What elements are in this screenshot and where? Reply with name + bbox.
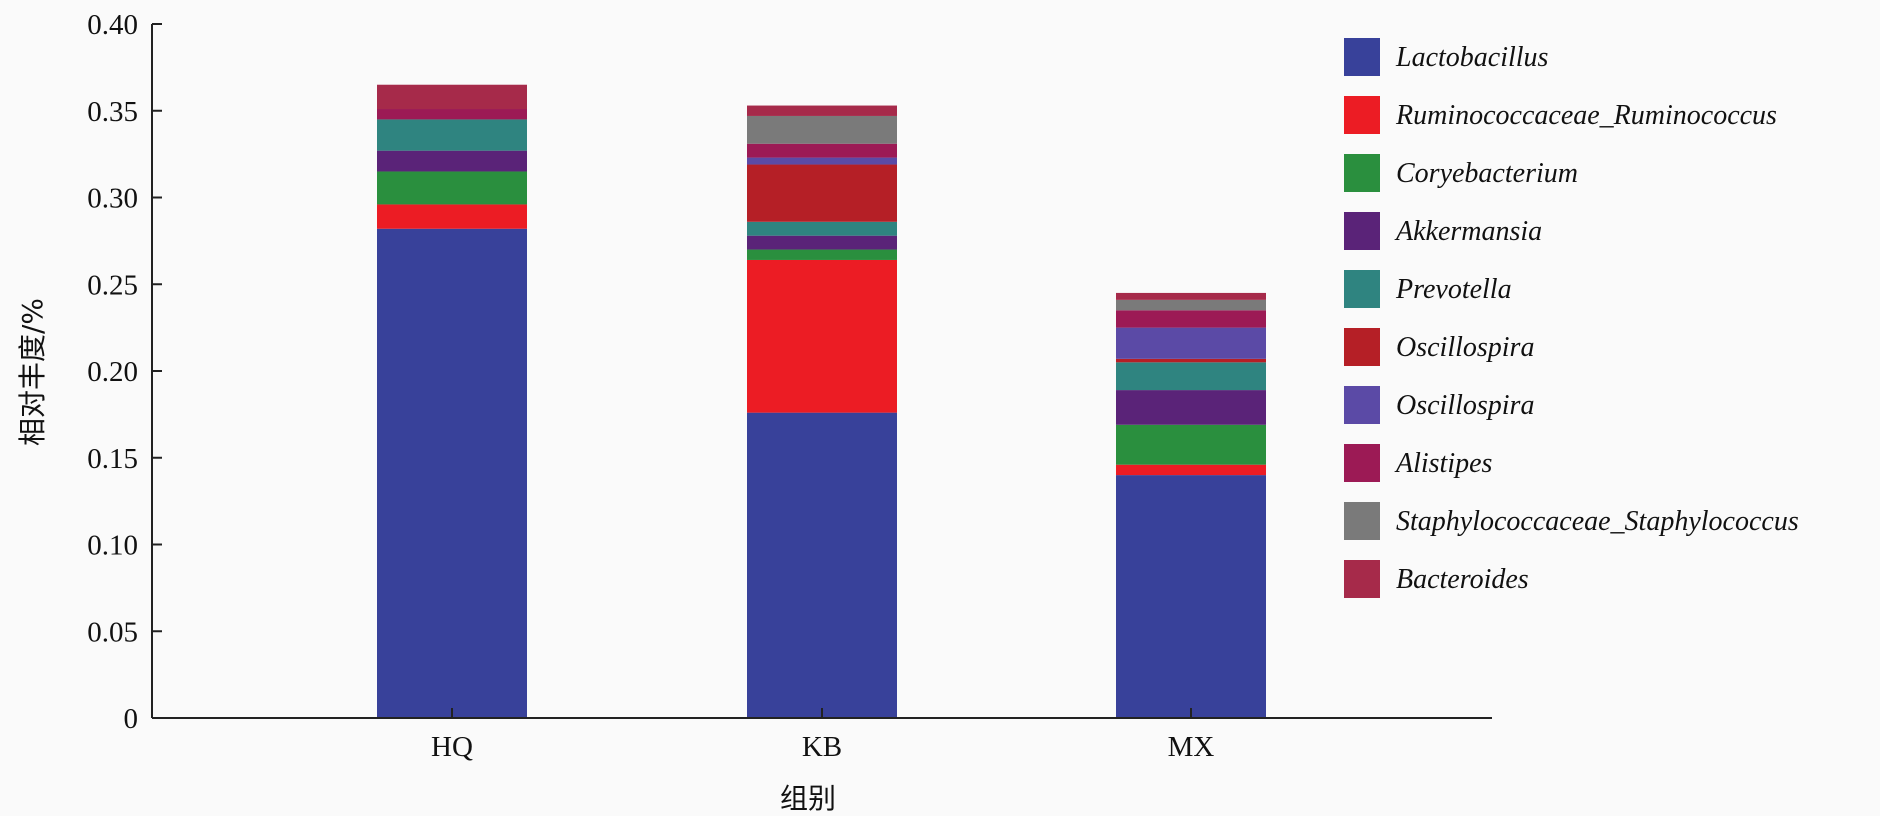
y-axis-title: 相对丰度/% xyxy=(16,298,49,446)
bar-segment xyxy=(1116,299,1266,311)
legend-swatch xyxy=(1344,154,1380,192)
bar-segment xyxy=(747,115,897,144)
y-tick-label: 0.25 xyxy=(87,269,138,301)
bar-segment xyxy=(747,105,897,116)
x-tick-label: KB xyxy=(802,731,842,763)
legend-label: Staphylococcaceae_Staphylococcus xyxy=(1396,506,1799,537)
bar-segment xyxy=(1116,362,1266,391)
y-tick-label: 0.05 xyxy=(87,616,138,648)
legend-swatch xyxy=(1344,502,1380,540)
legend-label: Akkermansia xyxy=(1394,216,1542,247)
legend-label: Oscillospira xyxy=(1396,332,1534,363)
bar-segment xyxy=(1116,475,1266,718)
x-axis-title: 组别 xyxy=(780,782,836,815)
bar-segment xyxy=(1116,310,1266,328)
bar-segment xyxy=(1116,358,1266,363)
bar-segment xyxy=(747,221,897,236)
bars-layer xyxy=(377,84,1266,719)
x-tick-label: MX xyxy=(1168,731,1215,763)
legend-label: Prevotella xyxy=(1395,274,1512,305)
bar-segment xyxy=(747,412,897,718)
legend-swatch xyxy=(1344,38,1380,76)
bar-segment xyxy=(747,235,897,250)
bar-segment xyxy=(747,143,897,158)
legend-swatch xyxy=(1344,386,1380,424)
bar-segment xyxy=(747,259,897,413)
legend-label: Ruminococcaceae_Ruminococcus xyxy=(1395,100,1777,131)
y-ticks: 0 0.05 0.10 0.15 0.20 0.25 0.30 0.35 0.40 xyxy=(87,9,162,735)
bar-segment xyxy=(1116,390,1266,425)
legend-swatch xyxy=(1344,96,1380,134)
bar-segment xyxy=(1116,292,1266,300)
bar-segment xyxy=(1116,327,1266,359)
bar-segment xyxy=(1116,424,1266,465)
bar-segment xyxy=(377,84,527,110)
bar-segment xyxy=(1116,464,1266,476)
legend-swatch xyxy=(1344,328,1380,366)
bar-segment xyxy=(377,171,527,205)
bar-segment xyxy=(747,164,897,222)
y-tick-label: 0.30 xyxy=(87,183,138,215)
x-tick-label: HQ xyxy=(431,731,473,763)
legend-swatch xyxy=(1344,444,1380,482)
y-tick-label: 0.35 xyxy=(87,96,138,128)
legend-swatch xyxy=(1344,270,1380,308)
bar-segment xyxy=(747,249,897,260)
y-tick-label: 0.10 xyxy=(87,530,138,562)
legend-label: Coryebacterium xyxy=(1396,158,1578,189)
bar-segment xyxy=(377,119,527,151)
legend-swatch xyxy=(1344,212,1380,250)
y-tick-label: 0.20 xyxy=(87,356,138,388)
bar-segment xyxy=(377,204,527,229)
legend-label: Bacteroides xyxy=(1396,564,1529,595)
bar-segment xyxy=(377,109,527,120)
y-tick-label: 0.40 xyxy=(87,9,138,41)
legend-swatch xyxy=(1344,560,1380,598)
y-tick-label: 0 xyxy=(124,703,139,735)
bar-segment xyxy=(747,157,897,165)
y-tick-label: 0.15 xyxy=(87,443,138,475)
legend-label: Lactobacillus xyxy=(1395,42,1549,73)
bar-segment xyxy=(377,228,527,719)
legend-label: Oscillospira xyxy=(1396,390,1534,421)
x-ticks: HQ KB MX xyxy=(431,708,1214,763)
bar-segment xyxy=(377,150,527,172)
legend-label: Alistipes xyxy=(1394,448,1493,479)
legend: Lactobacillus Ruminococcaceae_Ruminococcu… xyxy=(1344,38,1799,598)
